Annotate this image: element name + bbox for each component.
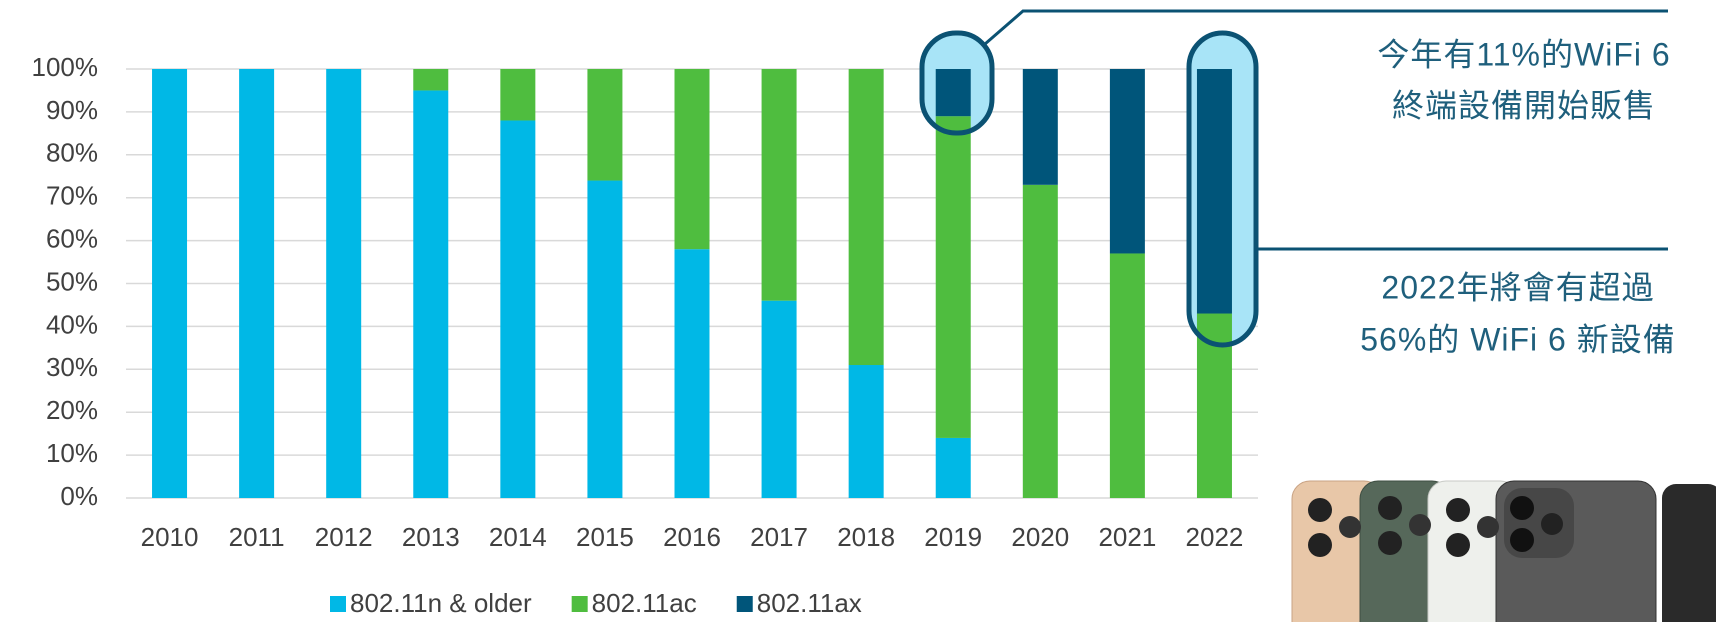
bar-segment [761,300,797,498]
x-tick-label: 2015 [576,522,634,552]
x-tick-label: 2012 [315,522,373,552]
x-tick-label: 2014 [489,522,547,552]
annotation: 終端設備開始販售 [1392,87,1656,123]
bar-segment [413,69,449,91]
x-tick-label: 2011 [229,522,285,552]
y-tick-label: 0% [60,481,98,511]
bar-segment [326,69,362,498]
x-tick-label: 2019 [924,522,982,552]
y-tick-label: 70% [46,181,98,211]
y-tick-label: 10% [46,438,98,468]
bar-segment [1022,69,1058,185]
bar-segment [935,116,971,438]
legend-swatch [330,596,346,612]
x-tick-label: 2022 [1186,522,1244,552]
legend-label: 802.11n & older [350,588,532,618]
y-tick-label: 30% [46,352,98,382]
x-tick-label: 2021 [1098,522,1156,552]
highlight-outline [919,30,995,136]
bar-segment [674,69,710,250]
bar-segment [239,69,275,498]
legend-label: 802.11ac [592,588,697,618]
bar-segment [413,90,449,498]
leader-line [984,9,1668,46]
bar-segment [674,249,710,498]
x-tick-label: 2020 [1011,522,1069,552]
bar-segment [1196,69,1232,314]
x-tick-label: 2016 [663,522,721,552]
bar-segment [1022,184,1058,498]
y-tick-label: 50% [46,266,98,296]
y-tick-label: 20% [46,395,98,425]
bar-segment [935,437,971,498]
bar-segment [152,69,188,498]
x-tick-label: 2010 [141,522,199,552]
y-tick-label: 100% [32,52,99,82]
legend-label: 802.11ax [757,588,862,618]
x-tick-label: 2017 [750,522,808,552]
bar-segment [1109,253,1145,498]
y-tick-label: 80% [46,138,98,168]
annotation: 今年有11%的WiFi 6 [1377,36,1670,72]
bar-segment [587,69,623,181]
phone-photo [1291,480,1716,627]
x-tick-label: 2013 [402,522,460,552]
bar-segment [935,69,971,117]
bar-segment [848,69,884,366]
bar-segment [848,365,884,498]
annotation: 2022年將會有超過 [1381,269,1654,305]
legend-swatch [736,596,753,612]
y-tick-label: 40% [46,309,98,339]
legend-swatch [571,596,588,612]
y-tick-label: 60% [46,223,98,253]
bar-segment [500,69,536,121]
bar-segment [761,69,797,301]
bar-segment [587,180,623,499]
bar-segment [1109,69,1145,254]
y-tick-label: 90% [46,95,98,125]
bar-segment [500,120,536,498]
annotation: 56%的 WiFi 6 新設備 [1360,321,1676,357]
highlight-outline [1186,30,1259,348]
x-tick-label: 2018 [837,522,895,552]
